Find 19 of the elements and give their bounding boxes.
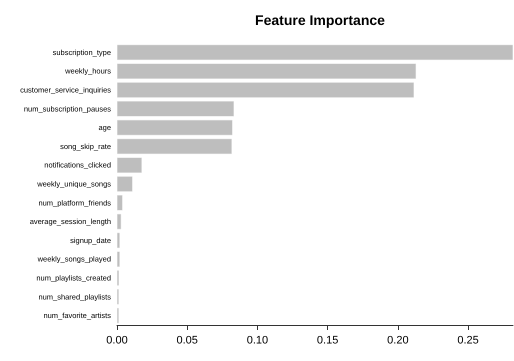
x-tick-label: 0.25	[457, 334, 479, 346]
bar	[117, 195, 123, 211]
bar	[117, 82, 414, 98]
x-tick-label: 0.05	[176, 334, 198, 346]
x-tick-label: 0.20	[387, 334, 409, 346]
chart-title: Feature Importance	[255, 12, 386, 28]
x-tick-label: 0.10	[246, 334, 268, 346]
x-tick-label: 0.15	[316, 334, 338, 346]
bar	[117, 63, 416, 79]
bar	[117, 101, 234, 117]
bar	[117, 176, 133, 192]
bar	[117, 157, 142, 173]
bar	[117, 120, 233, 136]
bar	[117, 232, 120, 248]
x-tick-label: 0.00	[106, 334, 128, 346]
bar	[117, 214, 122, 230]
bar	[117, 44, 513, 60]
bar	[117, 138, 232, 154]
bar	[117, 251, 120, 267]
